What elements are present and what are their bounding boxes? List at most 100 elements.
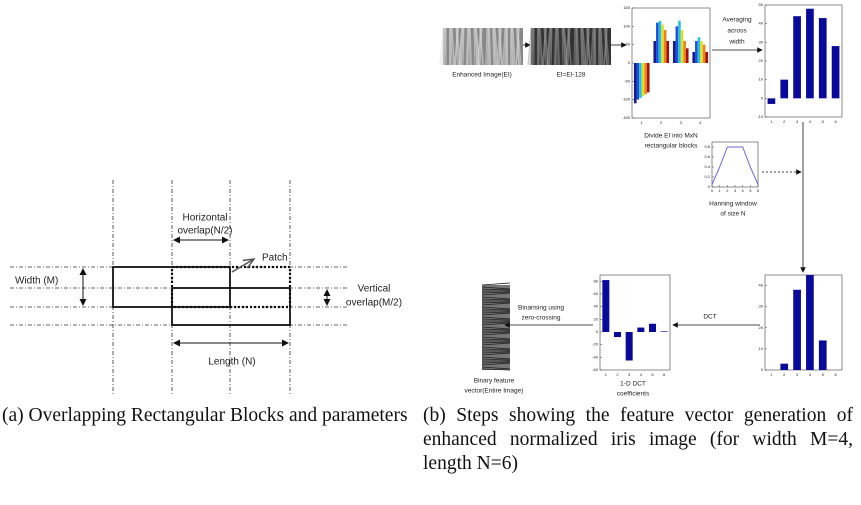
x-tick-label: 2 — [616, 372, 619, 377]
bar — [663, 30, 667, 63]
texture — [527, 27, 532, 66]
y-tick-label: -60 — [592, 367, 599, 372]
y-tick-label: 20 — [759, 325, 764, 330]
y-tick-label: 80 — [594, 278, 599, 283]
y-tick-label: 0.4 — [704, 164, 710, 169]
bar — [680, 30, 684, 63]
texture — [441, 27, 445, 66]
y-tick-label: 0.2 — [704, 174, 710, 179]
arrows — [504, 42, 806, 328]
y-tick-label: 50 — [759, 2, 764, 7]
label: Divide EI into MxN — [644, 133, 698, 140]
y-tick-label: 30 — [759, 304, 764, 309]
texture — [563, 27, 568, 66]
label: Width (M) — [15, 276, 58, 287]
texture — [485, 27, 488, 66]
texture — [600, 27, 604, 66]
label: overlap(N/2) — [177, 226, 232, 237]
bar — [806, 8, 814, 99]
texture — [567, 27, 571, 66]
texture — [539, 27, 543, 66]
label: zero-crossing — [521, 315, 560, 322]
texture — [481, 298, 511, 301]
bar — [625, 332, 633, 361]
x-tick-label: 1 — [641, 120, 644, 125]
texture — [481, 322, 511, 326]
bar — [806, 275, 814, 370]
texture — [573, 27, 576, 66]
bar — [639, 63, 642, 98]
axes — [764, 4, 843, 118]
texture — [474, 27, 478, 66]
x-tick-label: 2 — [726, 188, 729, 193]
y-tick-label: 0 — [708, 184, 711, 189]
y-tick-label: 10 — [759, 77, 764, 82]
bar — [644, 63, 647, 95]
x-tick-label: 3 — [628, 372, 631, 377]
bar — [656, 22, 659, 64]
texture — [515, 27, 520, 66]
texture — [481, 336, 511, 340]
texture — [481, 318, 511, 321]
bar — [818, 340, 827, 370]
texture — [481, 338, 511, 341]
bar — [705, 52, 709, 63]
bar — [672, 41, 676, 63]
x-tick-label: 4 — [809, 119, 812, 124]
texture — [481, 341, 511, 344]
bar — [700, 41, 703, 63]
texture — [557, 27, 560, 66]
x-tick-label: 4 — [640, 372, 643, 377]
texture — [481, 282, 511, 286]
label: overlap(M/2) — [346, 298, 402, 309]
texture — [481, 296, 511, 300]
y-tick-label: -100 — [622, 97, 631, 102]
texture — [562, 27, 566, 66]
y-tick-label: 40 — [594, 304, 599, 309]
x-tick-label: 5 — [822, 119, 825, 124]
texture — [481, 312, 511, 316]
texture — [488, 27, 491, 66]
label: width — [728, 39, 745, 46]
label: DCT — [703, 314, 716, 321]
texture — [462, 27, 465, 66]
y-tick-label: 0 — [761, 367, 764, 372]
texture — [580, 27, 583, 66]
texture — [481, 331, 511, 334]
caption: (a) Overlapping Rectangular Blocks and p… — [2, 405, 408, 426]
label: EI=EI-128 — [556, 72, 585, 79]
label: Enhanced Image(EI) — [452, 72, 512, 79]
axes — [599, 274, 671, 371]
bar — [692, 52, 696, 63]
texture — [481, 301, 511, 304]
texture — [599, 27, 602, 66]
texture — [511, 27, 514, 66]
x-tick-label: 5 — [822, 372, 825, 377]
y-tick-label: 40 — [759, 283, 764, 288]
texture — [454, 27, 459, 66]
y-tick-label: 0 — [761, 95, 764, 100]
bar — [660, 331, 668, 332]
bar — [633, 63, 637, 104]
texture — [498, 27, 502, 66]
y-tick-label: 0 — [596, 329, 599, 334]
texture — [561, 27, 564, 66]
texture — [475, 27, 480, 66]
texture — [590, 27, 594, 66]
bar — [658, 20, 662, 63]
texture — [450, 27, 453, 66]
texture — [582, 27, 587, 66]
block-overlap — [170, 265, 292, 309]
x-tick-label: 2 — [783, 119, 786, 124]
bar — [636, 63, 640, 100]
bar — [695, 41, 698, 63]
label: of size N — [720, 211, 746, 218]
texture — [481, 332, 511, 336]
texture — [481, 342, 511, 346]
bar — [649, 323, 656, 332]
label: Hanning window — [709, 201, 757, 208]
texture — [481, 366, 511, 370]
texture — [481, 328, 511, 331]
y-tick-label: -20 — [592, 342, 599, 347]
texture — [481, 348, 511, 351]
